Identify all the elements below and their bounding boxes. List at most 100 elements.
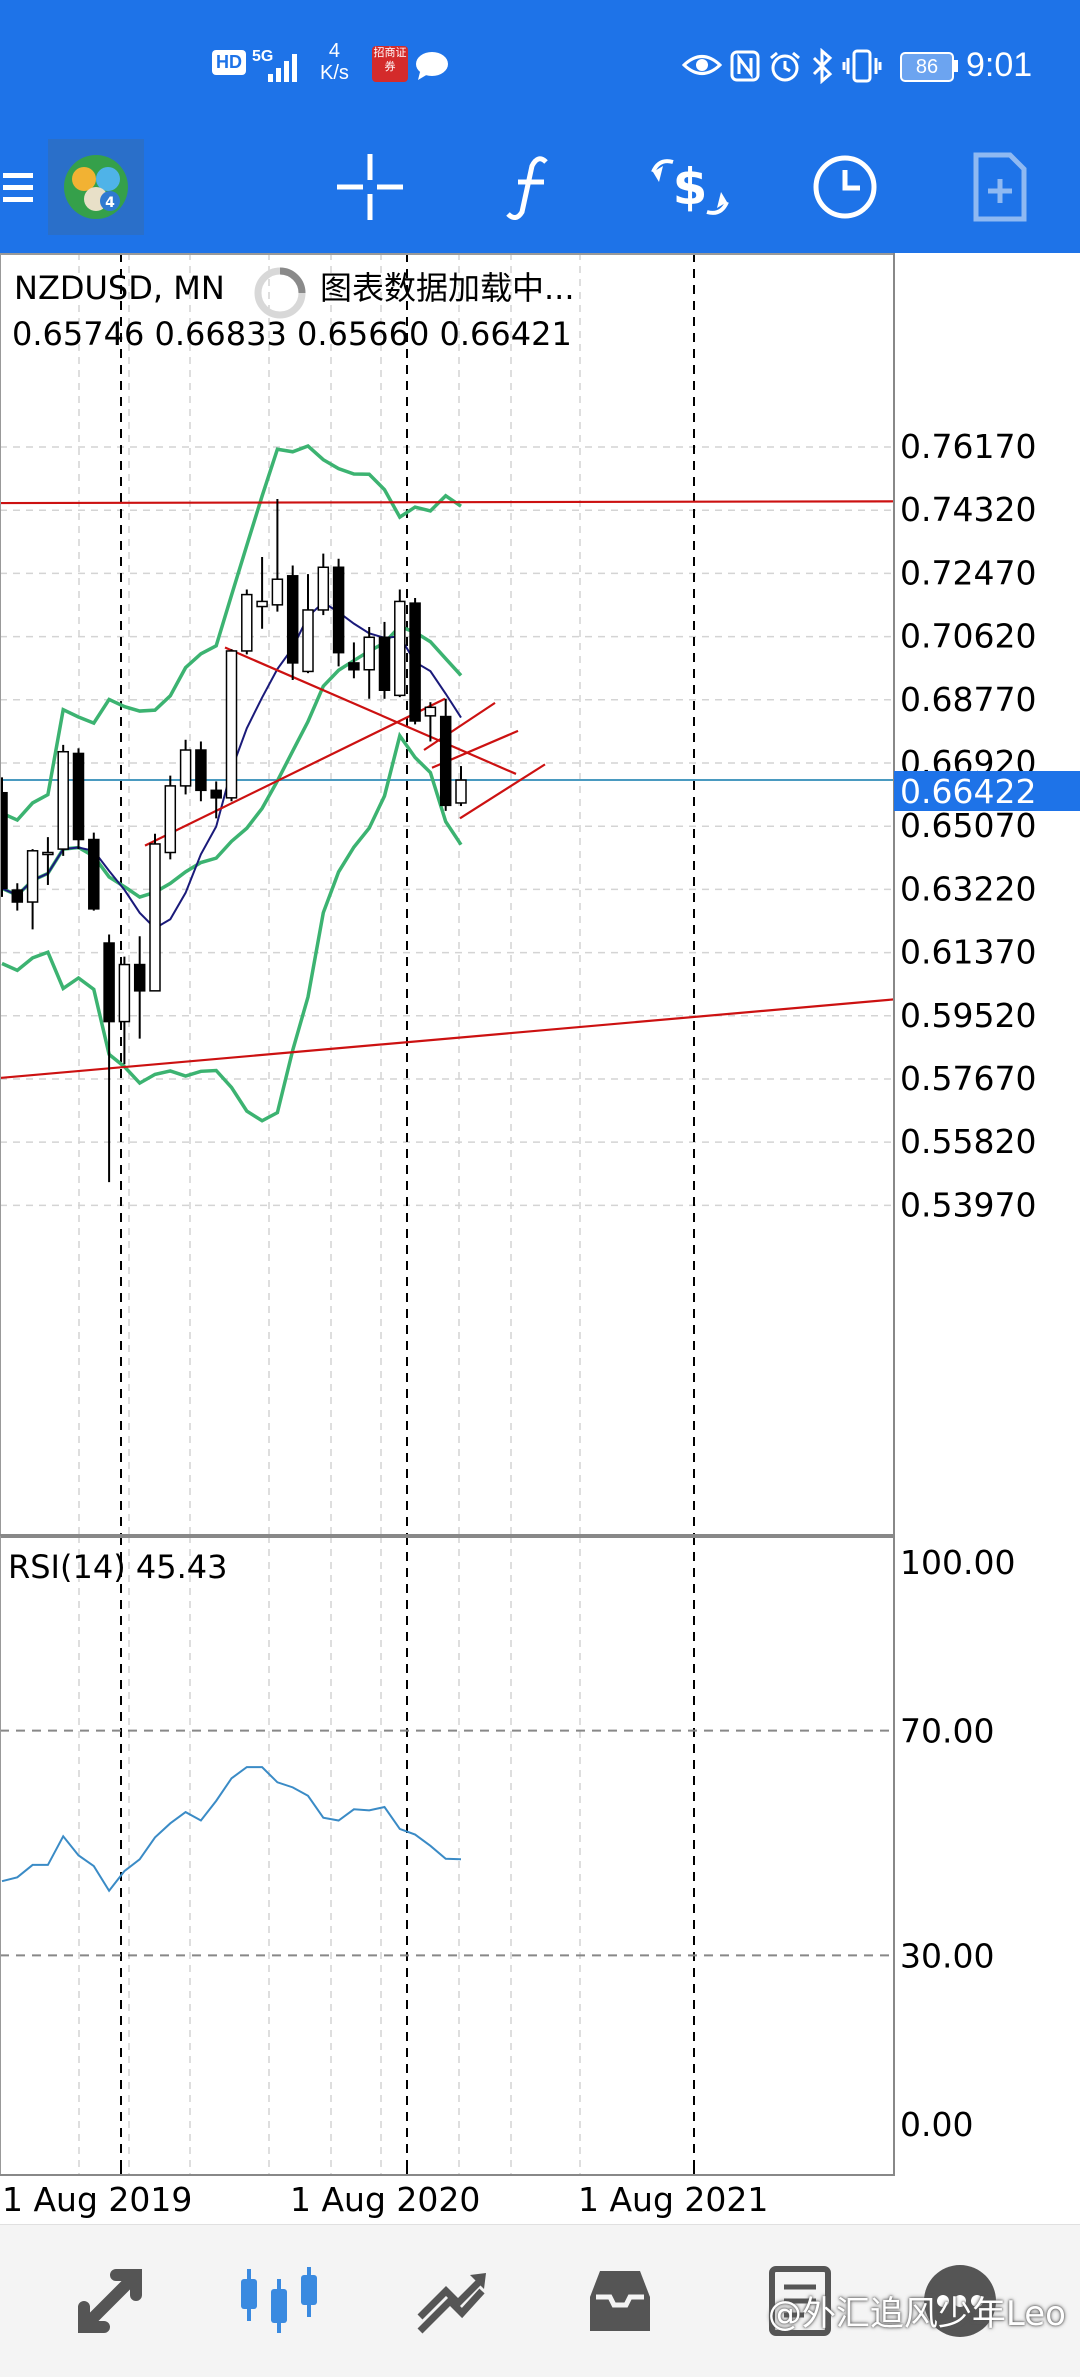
bearish-candle — [88, 838, 100, 910]
history-icon — [590, 2271, 650, 2331]
bottom-navigation — [0, 2224, 1080, 2377]
current-price-label: 0.66422 — [900, 772, 1036, 811]
add-chart-icon — [973, 152, 1027, 221]
net-speed: 4 K/s — [320, 40, 349, 84]
messages-icon — [769, 2266, 831, 2336]
hd-badge: HD — [212, 50, 246, 75]
bearish-candle — [439, 715, 452, 807]
nav-trade[interactable] — [390, 2225, 510, 2377]
bearish-candle — [332, 566, 345, 654]
bearish-candle — [378, 636, 391, 691]
bullish-candle — [26, 850, 39, 903]
app-logo-button[interactable]: 4 — [48, 120, 144, 253]
alarm-icon — [770, 51, 800, 82]
current-price-tag — [894, 771, 1080, 811]
rsi-label: RSI(14) 45.43 — [8, 1548, 227, 1586]
bullish-candle — [302, 609, 314, 673]
bullish-candle — [394, 600, 406, 697]
vibrate-icon — [842, 49, 882, 83]
price-tick-label: 0.76170 — [900, 427, 1036, 466]
indicator-f-icon — [506, 155, 548, 220]
bearish-candle — [348, 662, 360, 671]
bullish-candle — [42, 851, 54, 856]
svg-text:4: 4 — [105, 195, 115, 211]
watermark-text: @外汇追风少年Leo — [767, 2294, 1066, 2334]
bullish-candle — [241, 593, 253, 652]
trendline-ascending — [144, 697, 446, 847]
bullish-candle — [149, 843, 161, 992]
nav-messages[interactable] — [740, 2225, 860, 2377]
bearish-candle — [11, 889, 24, 903]
eye-icon — [682, 55, 722, 75]
bullish-candle — [164, 785, 177, 854]
price-axis: 0.761700.743200.724700.706200.687700.669… — [900, 427, 1036, 1224]
more-icon — [924, 2265, 996, 2337]
bullish-candle — [455, 779, 467, 804]
chart-toolbar: 4 $ — [0, 120, 1080, 253]
broker-app-badge: 招商证券 — [372, 46, 408, 82]
crosshair-icon — [337, 153, 403, 220]
price-chart[interactable]: 0.76170 0.74320 0.72470 0.70620 0.68770 0.669… — [0, 253, 1080, 1536]
bullish-candle — [179, 749, 192, 787]
loading-text: 图表数据加载中... — [320, 269, 575, 307]
bullish-candle — [363, 636, 375, 671]
rsi-axis: 100.00 70.00 30.00 0.00 — [900, 1543, 1015, 2144]
battery-indicator: 86 — [900, 52, 954, 82]
price-tick-label: 0.59520 — [900, 996, 1036, 1035]
rsi-tick-label: 0.00 — [900, 2105, 973, 2144]
indicator-overlays — [0, 444, 895, 1123]
clock-icon — [813, 155, 877, 218]
timeframe-button[interactable] — [800, 120, 890, 253]
clock-time: 9:01 — [966, 46, 1033, 84]
bullish-candle — [271, 578, 284, 606]
price-tick-label: 0.63220 — [900, 869, 1036, 908]
chart-icon — [241, 2267, 317, 2333]
bearish-candle — [210, 789, 222, 799]
rsi-panel[interactable]: 100.00 70.00 30.00 0.00 1 Aug 2019 1 Aug 202… — [0, 1536, 1080, 2224]
crosshair-button[interactable] — [330, 120, 410, 253]
trendline-top — [0, 500, 895, 505]
status-bar: HD 5G 4 K/s 招商证券 86 9:01 — [0, 0, 1080, 120]
rsi-canvas: 100.00 70.00 30.00 0.00 1 Aug 2019 1 Aug 202… — [0, 1536, 1015, 2219]
bullish-candle — [256, 600, 268, 608]
bullish-candle — [225, 650, 238, 799]
symbol-label: NZDUSD, MN — [14, 269, 225, 307]
battery-tip — [954, 60, 958, 72]
nav-more[interactable] — [900, 2225, 1020, 2377]
price-tick-label: 0.70620 — [900, 617, 1036, 656]
nav-history[interactable] — [560, 2225, 680, 2377]
network-badge: 5G — [252, 48, 274, 65]
menu-button[interactable] — [0, 120, 36, 253]
menu-icon — [3, 172, 33, 202]
price-tick-label: 0.53970 — [900, 1185, 1036, 1224]
bearish-candle — [0, 791, 8, 890]
time-tick-label: 1 Aug 2019 — [2, 2180, 192, 2219]
bullish-candle — [57, 750, 69, 850]
add-chart-button[interactable] — [960, 120, 1040, 253]
channel-line-2 — [459, 763, 546, 820]
bullish-candle — [317, 566, 330, 611]
bollinger-upper-line — [1, 444, 462, 823]
time-tick-label: 1 Aug 2021 — [578, 2180, 768, 2219]
time-axis: 1 Aug 2019 1 Aug 2020 1 Aug 2021 — [2, 2162, 768, 2219]
bullish-candle — [118, 963, 131, 1023]
bearish-candle — [409, 602, 421, 722]
bearish-candle — [195, 749, 207, 792]
rsi-line — [1, 1766, 462, 1893]
bullish-candle — [424, 706, 437, 717]
rsi-tick-label: 70.00 — [900, 1712, 994, 1751]
loading-spinner-icon — [254, 267, 306, 319]
trade-button[interactable]: $ — [640, 120, 740, 253]
bearish-candle — [133, 963, 146, 992]
quotes-icon — [78, 2269, 142, 2333]
nav-chart[interactable] — [220, 2225, 340, 2377]
price-tick-label: 0.57670 — [900, 1059, 1036, 1098]
rsi-tick-label: 30.00 — [900, 1936, 994, 1975]
price-tick-label: 0.65070 — [900, 806, 1036, 845]
time-tick-label: 1 Aug 2020 — [290, 2180, 480, 2219]
trendline-support — [0, 998, 895, 1080]
nav-quotes[interactable] — [50, 2225, 170, 2377]
price-tick-label: 0.72470 — [900, 553, 1036, 592]
trade-dollar-icon: $ — [651, 158, 729, 216]
indicators-button[interactable] — [492, 120, 572, 253]
